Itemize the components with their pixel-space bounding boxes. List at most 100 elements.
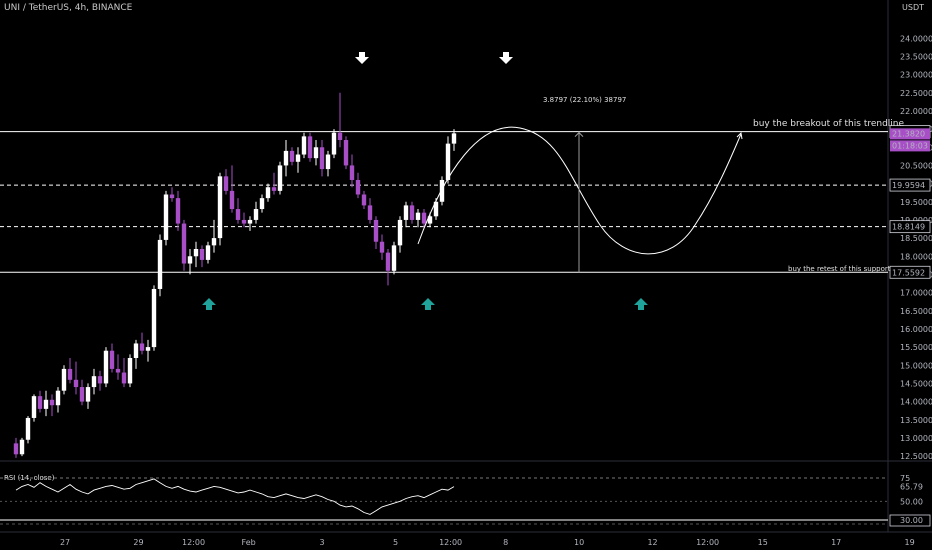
candle-body xyxy=(13,443,19,455)
rsi-level-label: 30.00 xyxy=(900,516,923,525)
annotation-breakout: buy the breakout of this trendline xyxy=(753,119,905,129)
candle-body xyxy=(205,245,211,260)
x-tick-label: 12:00 xyxy=(182,538,205,547)
x-tick-label: 8 xyxy=(503,538,508,547)
candle-body xyxy=(277,165,283,191)
candle-body xyxy=(283,150,289,166)
candle-body xyxy=(175,198,181,224)
x-tick-label: 17 xyxy=(831,538,841,547)
candle-body xyxy=(379,241,385,253)
up-arrow-icon xyxy=(634,298,648,310)
last-price-label: 21.3820 xyxy=(892,129,925,138)
candle-body xyxy=(337,132,343,140)
candle-body xyxy=(43,399,49,409)
candle-body xyxy=(373,219,379,242)
candle-body xyxy=(355,179,361,195)
candle-body xyxy=(163,194,169,240)
candle-body xyxy=(289,150,295,162)
candle-body xyxy=(91,376,97,388)
last-price-box xyxy=(890,128,930,140)
candle-body xyxy=(403,205,409,220)
candle-body xyxy=(415,212,421,220)
y-tick-label: 23.0000 xyxy=(900,71,932,80)
candle-body xyxy=(253,209,259,220)
level-label: 19.9594 xyxy=(892,181,925,190)
x-tick-label: 19 xyxy=(905,538,915,547)
candle-body xyxy=(409,205,415,220)
candle-body xyxy=(265,187,271,199)
level-label-box xyxy=(889,178,931,192)
rsi-level-label: 50.00 xyxy=(900,497,923,506)
candle-body xyxy=(313,147,319,159)
candle-body xyxy=(127,358,133,384)
candle-body xyxy=(55,390,61,406)
candle-body xyxy=(79,387,85,402)
candle-body xyxy=(361,194,367,206)
x-tick-label: 3 xyxy=(320,538,325,547)
candle-body xyxy=(307,136,313,159)
candle-body xyxy=(25,417,31,440)
annotation-retest: buy the retest of this support xyxy=(788,265,891,273)
candle-body xyxy=(385,252,391,271)
candle-body xyxy=(97,376,103,384)
candle-body xyxy=(37,396,43,409)
y-tick-label: 24.0000 xyxy=(900,34,932,43)
measure-arrowhead xyxy=(574,131,584,137)
candle-body xyxy=(49,399,55,406)
down-arrow-icon xyxy=(499,52,513,64)
candle-body xyxy=(259,198,265,210)
level-label-box xyxy=(889,220,931,234)
candle-body xyxy=(439,179,445,202)
candle-body xyxy=(67,368,73,380)
candle-body xyxy=(157,239,163,289)
candle-body xyxy=(211,238,217,246)
candle-body xyxy=(325,154,331,170)
y-tick-label: 19.5000 xyxy=(900,198,932,207)
y-tick-label: 14.5000 xyxy=(900,379,932,388)
x-tick-label: 15 xyxy=(758,538,768,547)
candle-body xyxy=(103,350,109,384)
x-tick-label: Feb xyxy=(242,538,256,547)
candle-body xyxy=(217,176,223,239)
y-tick-label: 22.0000 xyxy=(900,107,932,116)
x-tick-label: 10 xyxy=(574,538,584,547)
candle-body xyxy=(295,154,301,162)
candle-body xyxy=(109,350,115,369)
rsi-level-label: 75 xyxy=(900,474,910,483)
candle-body xyxy=(271,187,277,191)
x-tick-label: 27 xyxy=(60,538,70,547)
candle-body xyxy=(397,219,403,246)
candle-body xyxy=(187,256,193,264)
candle-body xyxy=(121,372,127,384)
measure-label: 3.8797 (22.10%) 38797 xyxy=(543,96,626,104)
candle-body xyxy=(199,249,205,260)
x-tick-label: 12 xyxy=(647,538,657,547)
y-tick-label: 15.5000 xyxy=(900,343,932,352)
candle-body xyxy=(451,133,457,144)
candle-body xyxy=(133,343,139,358)
up-arrow-icon xyxy=(202,298,216,310)
chart-title: UNI / TetherUS, 4h, BINANCE xyxy=(4,3,133,13)
candle-body xyxy=(247,219,253,224)
y-tick-label: 13.5000 xyxy=(900,416,932,425)
currency-label: USDT xyxy=(902,3,924,12)
x-tick-label: 12:00 xyxy=(696,538,719,547)
projection-arrowhead xyxy=(736,131,743,140)
candle-body xyxy=(115,368,121,373)
x-tick-label: 12:00 xyxy=(439,538,462,547)
y-tick-label: 17.0000 xyxy=(900,289,932,298)
y-tick-label: 12.5000 xyxy=(900,452,932,461)
candle-body xyxy=(85,387,91,402)
rsi-value-label: 65.79 xyxy=(900,483,923,492)
candle-body xyxy=(61,368,67,391)
x-tick-label: 5 xyxy=(393,538,398,547)
y-tick-label: 14.0000 xyxy=(900,398,932,407)
candle-body xyxy=(343,140,349,166)
candle-body xyxy=(445,143,451,180)
candle-body xyxy=(145,347,151,351)
projection-curve xyxy=(417,126,742,255)
candle-body xyxy=(319,147,325,170)
candle-body xyxy=(367,205,373,220)
y-tick-label: 18.5000 xyxy=(900,234,932,243)
